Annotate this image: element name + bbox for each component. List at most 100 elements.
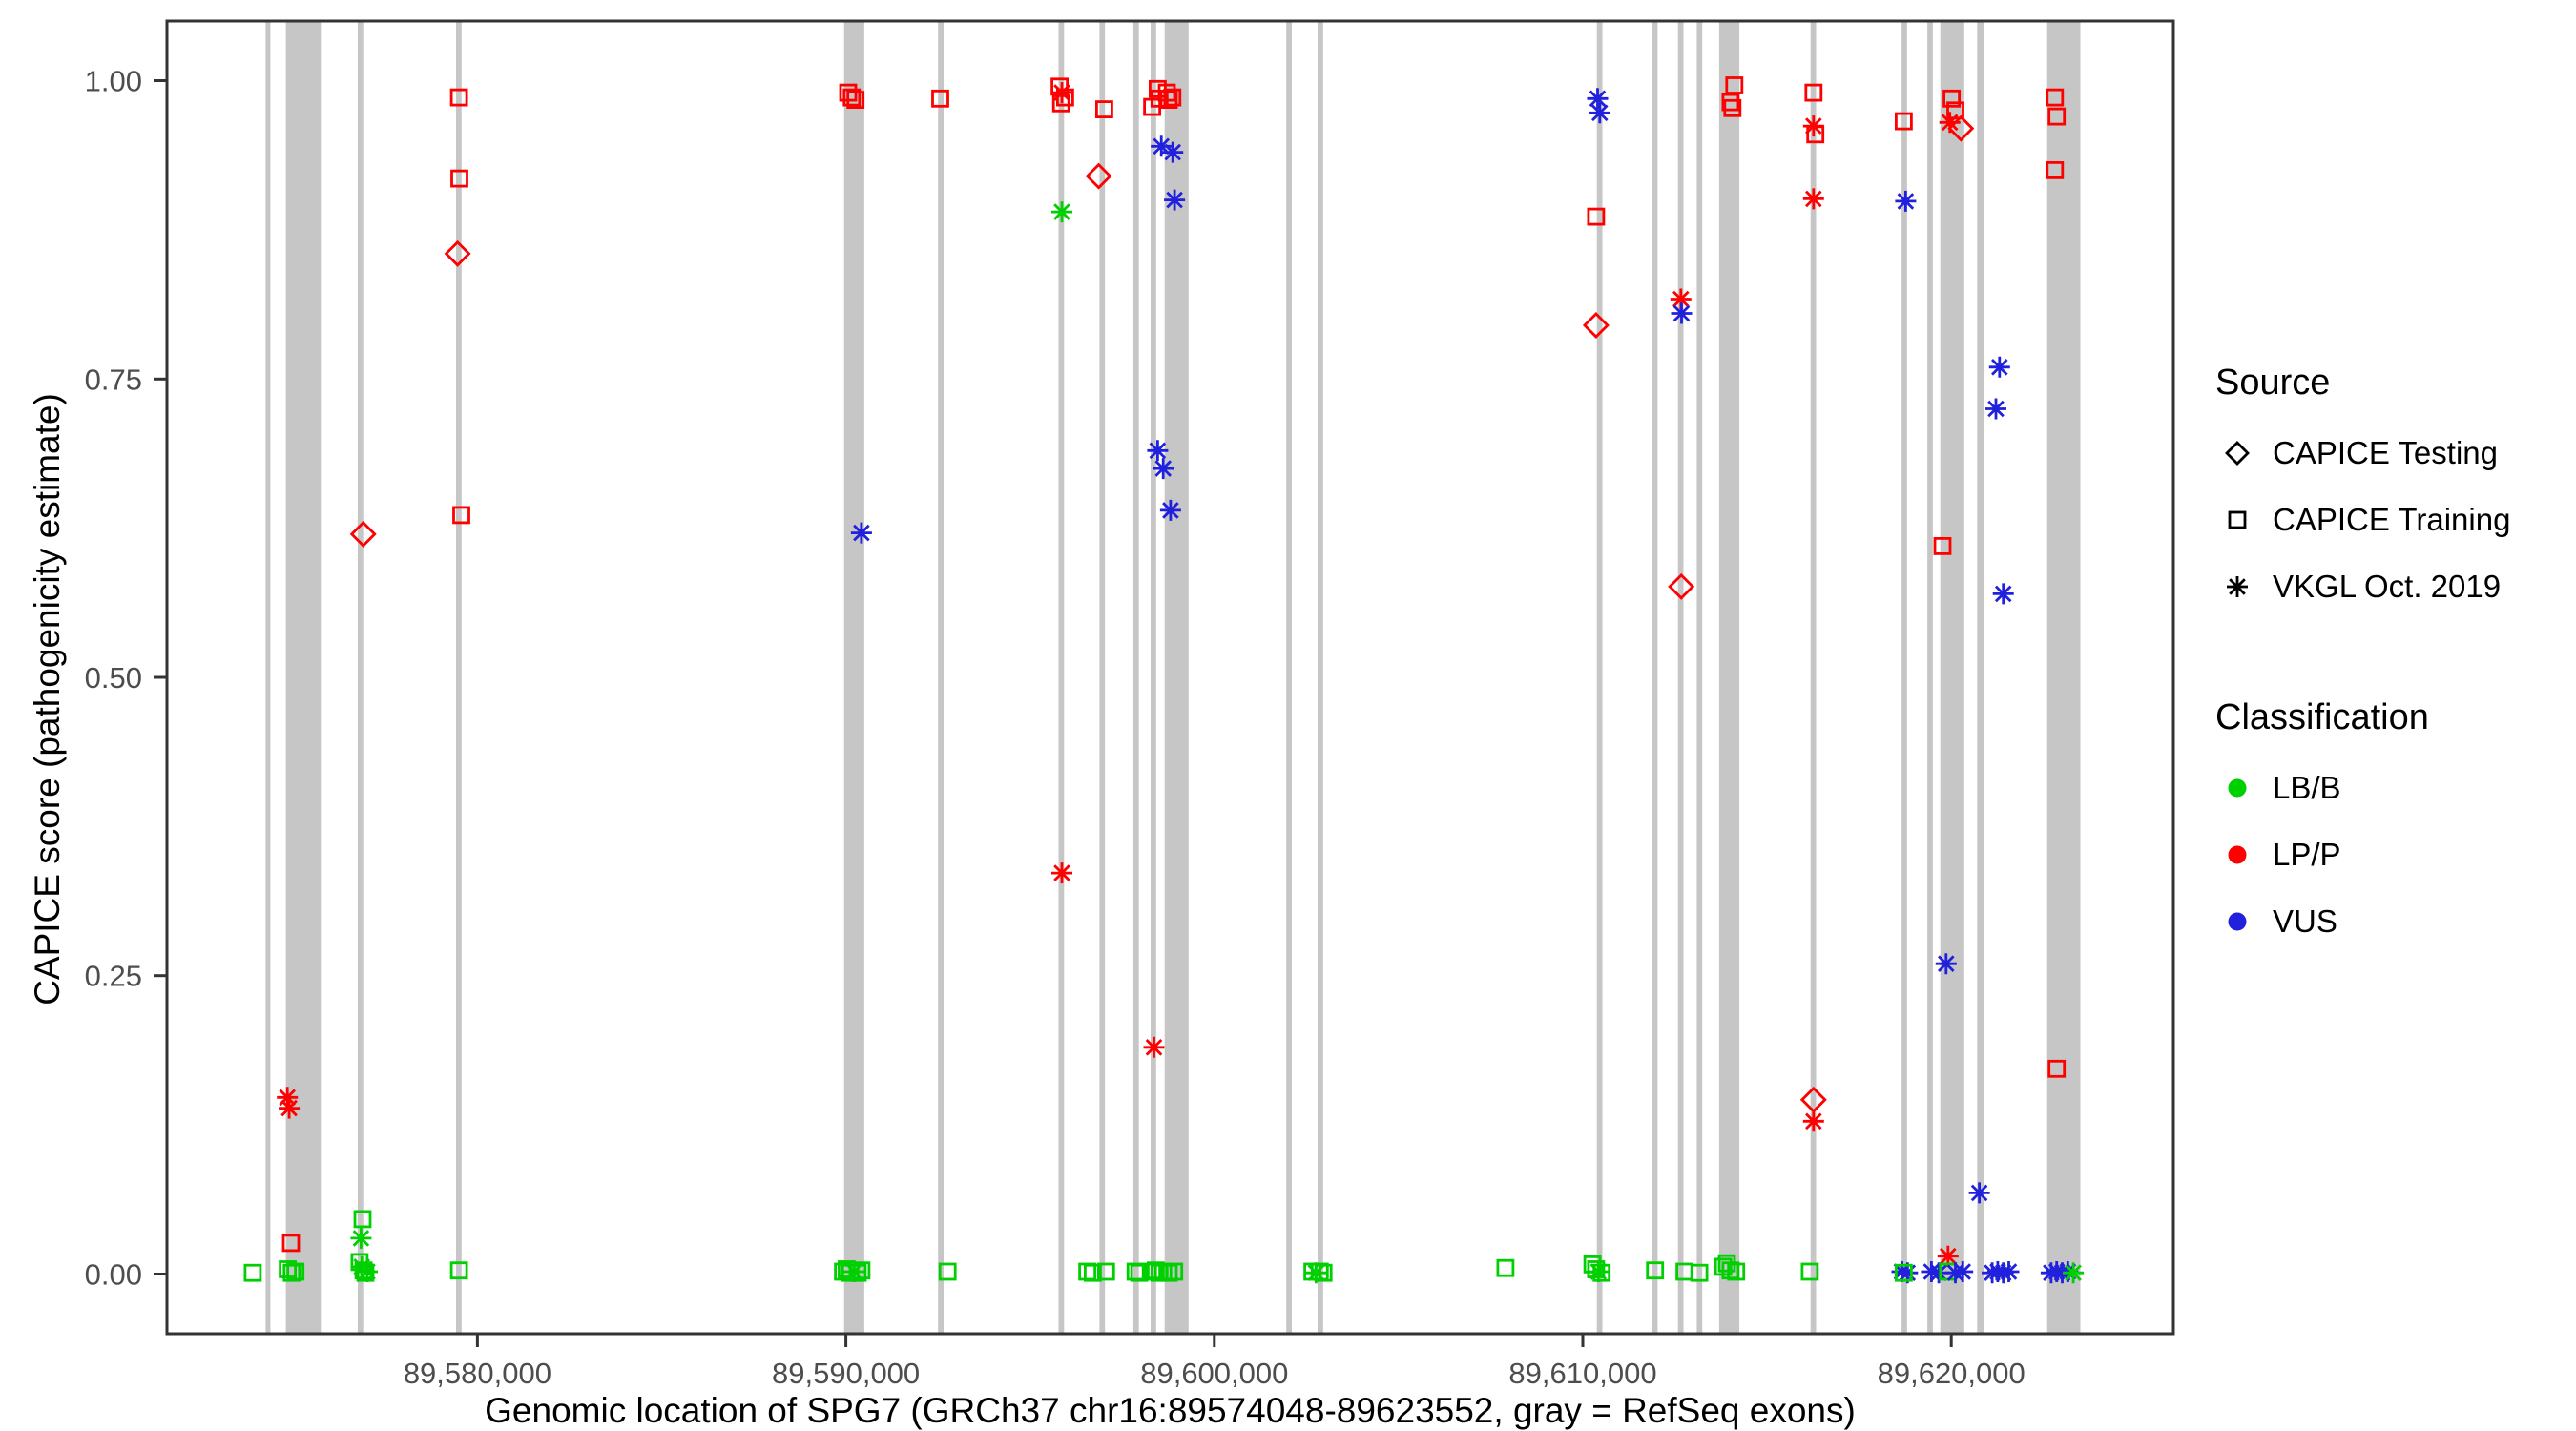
- point-asterisk: [1998, 1261, 2020, 1282]
- point-square: [452, 506, 470, 525]
- legend: Source CAPICE Testing CAPICE Training VKGL…: [2215, 363, 2510, 946]
- y-tick-label: 0.25: [85, 960, 142, 993]
- asterisk-icon: [2215, 565, 2259, 609]
- point-asterisk: [1895, 190, 1917, 212]
- legend-classification-item: LB/B: [2215, 763, 2510, 813]
- point-square: [1646, 1261, 1665, 1280]
- point-asterisk: [1143, 1036, 1165, 1058]
- point-square: [1051, 93, 1070, 113]
- point-square: [1804, 83, 1823, 102]
- refseq-exon-bar: [2046, 21, 2081, 1334]
- point-square: [1314, 1263, 1333, 1282]
- diamond-icon: [2215, 431, 2259, 475]
- point-square: [1095, 100, 1113, 118]
- point-square: [1096, 1262, 1115, 1281]
- point-asterisk: [1051, 82, 1072, 104]
- refseq-exon-bar: [1977, 21, 1984, 1334]
- color-dot-icon: [2215, 833, 2259, 877]
- refseq-exon-bar: [1099, 21, 1106, 1334]
- point-asterisk: [1968, 1182, 1990, 1204]
- point-square: [2047, 107, 2067, 126]
- y-tick-label: 0.50: [85, 661, 142, 695]
- point-square: [1496, 1258, 1515, 1277]
- legend-source-item: CAPICE Testing: [2215, 428, 2510, 478]
- y-tick-label: 1.00: [85, 65, 142, 98]
- point-square: [1165, 1262, 1184, 1281]
- point-square: [1056, 88, 1074, 107]
- point-asterisk: [1988, 356, 2010, 378]
- point-square: [1690, 1263, 1709, 1282]
- point-asterisk: [1147, 440, 1169, 462]
- legend-classification-title: Classification: [2215, 697, 2429, 737]
- color-dot-icon: [2215, 766, 2259, 810]
- point-asterisk: [1939, 112, 1961, 134]
- refseq-exon-bar: [1058, 21, 1065, 1334]
- point-asterisk: [1671, 302, 1693, 324]
- point-asterisk: [850, 522, 872, 544]
- point-square: [353, 1210, 372, 1229]
- color-dot-icon: [2215, 900, 2259, 944]
- square-icon: [2215, 498, 2259, 542]
- refseq-exon-bar: [1810, 21, 1817, 1334]
- point-diamond: [349, 520, 377, 548]
- point-asterisk: [1985, 398, 2006, 420]
- point-asterisk: [1164, 189, 1186, 211]
- point-asterisk: [1051, 862, 1072, 884]
- x-tick-label: 89,590,000: [772, 1357, 920, 1390]
- refseq-exon-bar: [843, 21, 864, 1334]
- x-tick-label: 89,620,000: [1878, 1357, 2025, 1390]
- point-square: [1721, 93, 1740, 112]
- point-square: [2047, 1059, 2067, 1078]
- refseq-exon-bar: [1151, 21, 1156, 1334]
- refseq-exon-bar: [285, 21, 322, 1334]
- point-square: [1942, 89, 1961, 108]
- y-tick-label: 0.75: [85, 363, 142, 396]
- point-square: [846, 91, 865, 109]
- point-square: [1895, 112, 1913, 131]
- legend-classification-item: VUS: [2215, 897, 2510, 946]
- point-square: [449, 1261, 468, 1280]
- point-asterisk: [357, 1261, 378, 1282]
- point-square: [2046, 160, 2065, 179]
- refseq-exon-bar: [1940, 21, 1964, 1334]
- point-square: [852, 1261, 871, 1280]
- refseq-exon-bar: [1286, 21, 1292, 1334]
- point-asterisk: [1935, 953, 1957, 975]
- point-square: [450, 169, 468, 188]
- refseq-exon-bar: [265, 21, 271, 1334]
- point-diamond: [1085, 162, 1112, 190]
- y-tick-label: 0.00: [85, 1258, 142, 1292]
- point-diamond: [1668, 572, 1695, 600]
- point-asterisk: [277, 1087, 299, 1109]
- point-square: [2046, 88, 2065, 107]
- point-square: [931, 89, 949, 108]
- point-asterisk: [1897, 1262, 1919, 1284]
- point-square: [1933, 537, 1952, 555]
- point-square: [1163, 88, 1182, 107]
- point-asterisk: [1670, 288, 1692, 310]
- point-diamond: [1947, 114, 1975, 142]
- point-square: [1806, 125, 1825, 144]
- point-square: [1587, 207, 1606, 226]
- refseq-exon-bar: [938, 21, 944, 1334]
- point-asterisk: [1937, 1245, 1959, 1267]
- point-square: [1084, 1263, 1102, 1282]
- refseq-exon-bar: [1927, 21, 1933, 1334]
- point-asterisk: [1588, 1261, 1610, 1282]
- point-asterisk: [1802, 188, 1824, 210]
- point-asterisk: [2063, 1262, 2085, 1284]
- legend-source-items: CAPICE Testing CAPICE Training VKGL Oct. 2…: [2215, 428, 2510, 612]
- x-axis-title: Genomic location of SPG7 (GRCh37 chr16:8…: [485, 1391, 1856, 1430]
- point-asterisk: [279, 1097, 301, 1119]
- point-asterisk: [1153, 458, 1174, 480]
- x-tick-label: 89,610,000: [1508, 1357, 1656, 1390]
- refseq-exon-bar: [1718, 21, 1740, 1334]
- point-asterisk: [1802, 1110, 1824, 1132]
- point-asterisk: [1151, 135, 1173, 157]
- point-square: [848, 1263, 867, 1282]
- point-asterisk: [1992, 583, 2014, 605]
- refseq-exon-bar: [1901, 21, 1907, 1334]
- point-diamond: [1582, 312, 1610, 339]
